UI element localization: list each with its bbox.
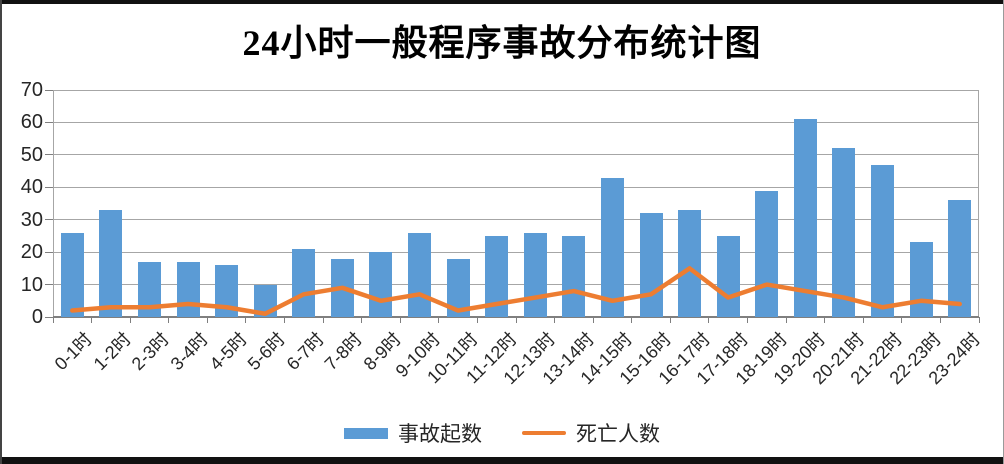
x-axis-tick: [669, 317, 671, 323]
top-black-strip: [0, 0, 1004, 4]
x-axis-tick: [901, 317, 903, 323]
x-axis-tick: [476, 317, 478, 323]
legend: 事故起数 死亡人数: [0, 418, 1004, 448]
bar: [948, 200, 972, 317]
bar: [292, 248, 316, 317]
x-axis-tick: [438, 317, 440, 323]
bar: [909, 242, 933, 317]
x-axis-tick: [631, 317, 633, 323]
y-axis-label: 30: [20, 208, 43, 231]
bar: [678, 209, 702, 317]
deaths-line-swatch: [522, 431, 566, 435]
plot-border: [53, 90, 54, 317]
legend-accidents-label: 事故起数: [398, 423, 482, 446]
bar: [215, 265, 239, 317]
bar: [793, 119, 817, 317]
gridline: [53, 89, 979, 91]
x-axis-tick: [747, 317, 748, 323]
x-axis-tick: [708, 317, 710, 323]
x-axis-label: 0-1时: [50, 328, 97, 375]
bar: [446, 258, 470, 317]
gridline: [53, 186, 979, 188]
x-axis-label: 3-4时: [166, 328, 213, 375]
x-axis-tick: [785, 317, 787, 323]
y-axis-tick: [45, 89, 53, 91]
x-axis-tick: [939, 317, 941, 323]
y-axis-tick: [45, 186, 53, 188]
y-axis-label: 50: [20, 143, 43, 166]
bar: [871, 164, 895, 317]
x-axis-tick: [206, 317, 208, 323]
y-axis-tick: [45, 284, 53, 286]
deaths-line-series: [70, 266, 962, 317]
y-axis-label: 70: [20, 79, 43, 101]
y-axis-tick: [45, 154, 53, 156]
x-axis-tick: [322, 317, 324, 323]
y-axis-label: 60: [20, 111, 43, 134]
x-axis-tick: [978, 317, 980, 323]
legend-deaths-label: 死亡人数: [576, 423, 660, 446]
x-axis-tick: [52, 317, 54, 323]
deaths-line: [70, 266, 962, 317]
bar: [600, 177, 624, 317]
gridline: [53, 121, 979, 123]
bar: [60, 232, 84, 317]
bar: [137, 261, 161, 317]
x-axis-tick: [592, 317, 594, 323]
y-axis-tick: [45, 219, 53, 221]
x-axis-label: 2-3时: [128, 328, 174, 375]
x-axis-tick: [399, 317, 401, 323]
y-axis-label: 20: [20, 241, 43, 264]
plot-area: 0-1时 1-2时 2-3时 3-4时 4-5时 5-6时 6-7时 7-8时 8-9时 9-10…: [45, 89, 984, 388]
x-axis-tick: [361, 317, 363, 323]
bar: [99, 209, 123, 317]
legend-item-accidents: 事故起数: [344, 418, 482, 448]
x-axis-tick: [245, 317, 247, 323]
x-axis-tick: [824, 317, 826, 323]
y-axis-tick: [45, 251, 53, 253]
legend-item-deaths: 死亡人数: [522, 418, 660, 448]
y-axis-label: 10: [20, 273, 43, 296]
gridline: [53, 251, 979, 253]
bar: [562, 235, 586, 317]
left-edge-line: [0, 0, 2, 464]
x-axis-tick: [284, 317, 285, 323]
x-axis-tick: [129, 317, 131, 323]
gridline: [53, 219, 979, 221]
x-axis-tick: [168, 317, 170, 323]
x-axis-tick: [91, 317, 93, 323]
y-axis-tick: [45, 316, 53, 318]
x-axis-label: 6-7时: [282, 328, 328, 375]
x-axis-label: 7-8时: [321, 328, 367, 375]
x-axis-tick: [554, 317, 556, 323]
x-axis-label: 5-6时: [243, 328, 290, 375]
x-axis-label: 1-2时: [89, 328, 135, 375]
gridline: [53, 284, 979, 286]
y-axis-tick: [45, 121, 53, 123]
gridline: [53, 154, 979, 156]
x-axis-label: 4-5时: [205, 328, 251, 375]
x-axis-tick: [862, 317, 864, 323]
bar: [485, 235, 509, 317]
x-axis-tick: [515, 317, 517, 323]
bottom-black-strip: [0, 457, 1004, 464]
y-axis-label: 0: [31, 306, 43, 328]
plot-border: [978, 90, 979, 317]
chart-title: 24小时一般程序事故分布统计图: [242, 23, 762, 63]
y-axis-label: 40: [20, 176, 43, 199]
accidents-swatch: [344, 427, 388, 439]
bar: [832, 148, 856, 317]
